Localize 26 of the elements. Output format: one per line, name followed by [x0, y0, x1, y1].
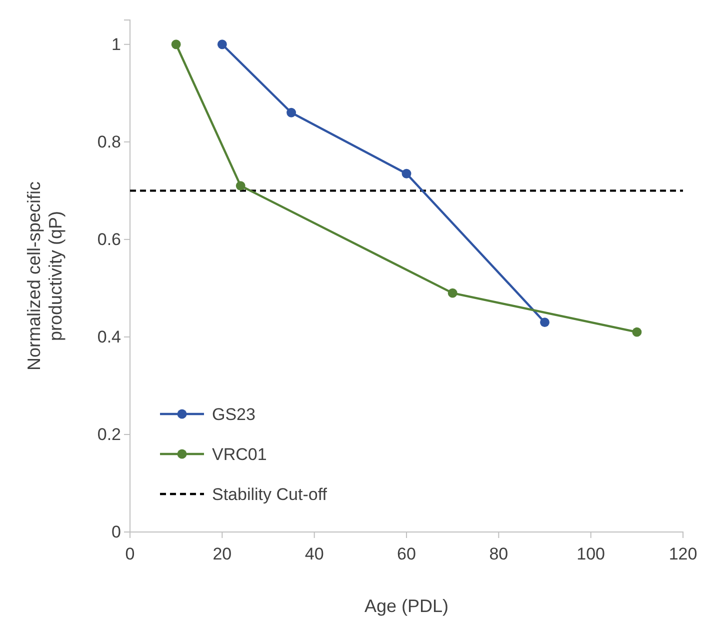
point	[236, 181, 246, 190]
x-tick-label: 100	[576, 544, 606, 564]
y-tick-label: 0.8	[97, 132, 121, 152]
y-tick-label: 1	[112, 34, 121, 54]
point	[402, 168, 412, 178]
point	[540, 318, 550, 328]
point	[632, 327, 642, 337]
y-axis-title: Normalized cell-specific productivity (qP)	[24, 181, 66, 371]
y-tick-label: 0.2	[97, 424, 121, 444]
x-axis-title: Age (PDL)	[364, 596, 449, 616]
x-tick-label: 120	[668, 544, 698, 564]
point	[286, 108, 296, 118]
point	[217, 40, 227, 50]
y-tick-label: 0.4	[97, 327, 121, 346]
point	[171, 40, 181, 50]
x-tick-label: 80	[489, 544, 508, 564]
x-tick-label: 0	[125, 544, 135, 564]
x-tick-label: 60	[397, 544, 416, 564]
x-tick-label: 20	[212, 544, 232, 564]
legend-label: Stability Cut-off	[212, 484, 328, 504]
y-tick-label: 0.6	[97, 230, 121, 249]
x-tick-label: 40	[304, 544, 324, 564]
point	[448, 288, 458, 298]
y-tick-label: 0	[112, 522, 121, 542]
legend-label: VRC01	[212, 444, 267, 464]
legend-label: GS23	[212, 404, 256, 424]
